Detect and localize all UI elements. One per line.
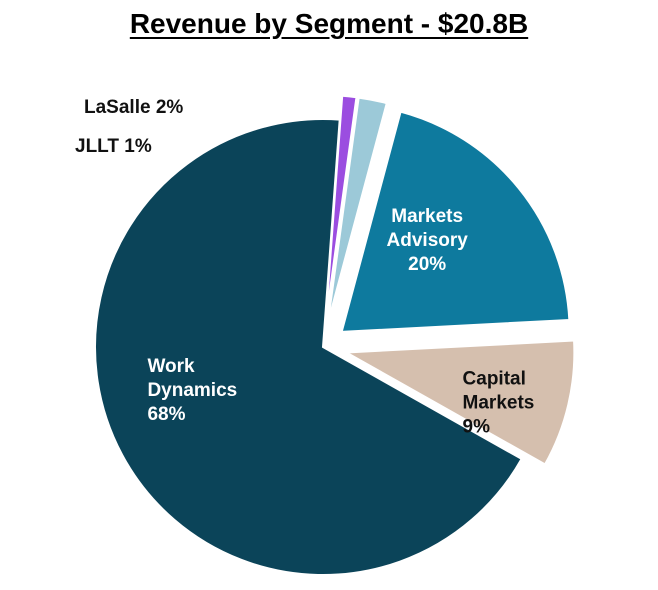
pie-labels: Markets Advisory 20% Capital Markets 9% Work Dy… xyxy=(75,97,534,437)
slice-label-work-dynamics: Work Dynamics 68% xyxy=(147,356,237,425)
pie-slices xyxy=(94,94,576,576)
pie-slice-capital-markets xyxy=(342,339,576,466)
pie-slice-markets-advisory xyxy=(340,110,571,333)
slice-label-capital-markets: Capital Markets 9% xyxy=(463,368,535,437)
slice-label-markets-advisory: Markets Advisory 20% xyxy=(387,206,469,275)
slice-label-jllt: JLLT 1% xyxy=(75,136,152,157)
pie-slice-jllt xyxy=(324,94,358,324)
chart-title: Revenue by Segment - $20.8B xyxy=(129,8,529,39)
slice-label-lasalle: LaSalle 2% xyxy=(84,97,183,118)
pie-slice-lasalle xyxy=(326,96,388,324)
pie-slice-work-dynamics xyxy=(94,118,524,576)
